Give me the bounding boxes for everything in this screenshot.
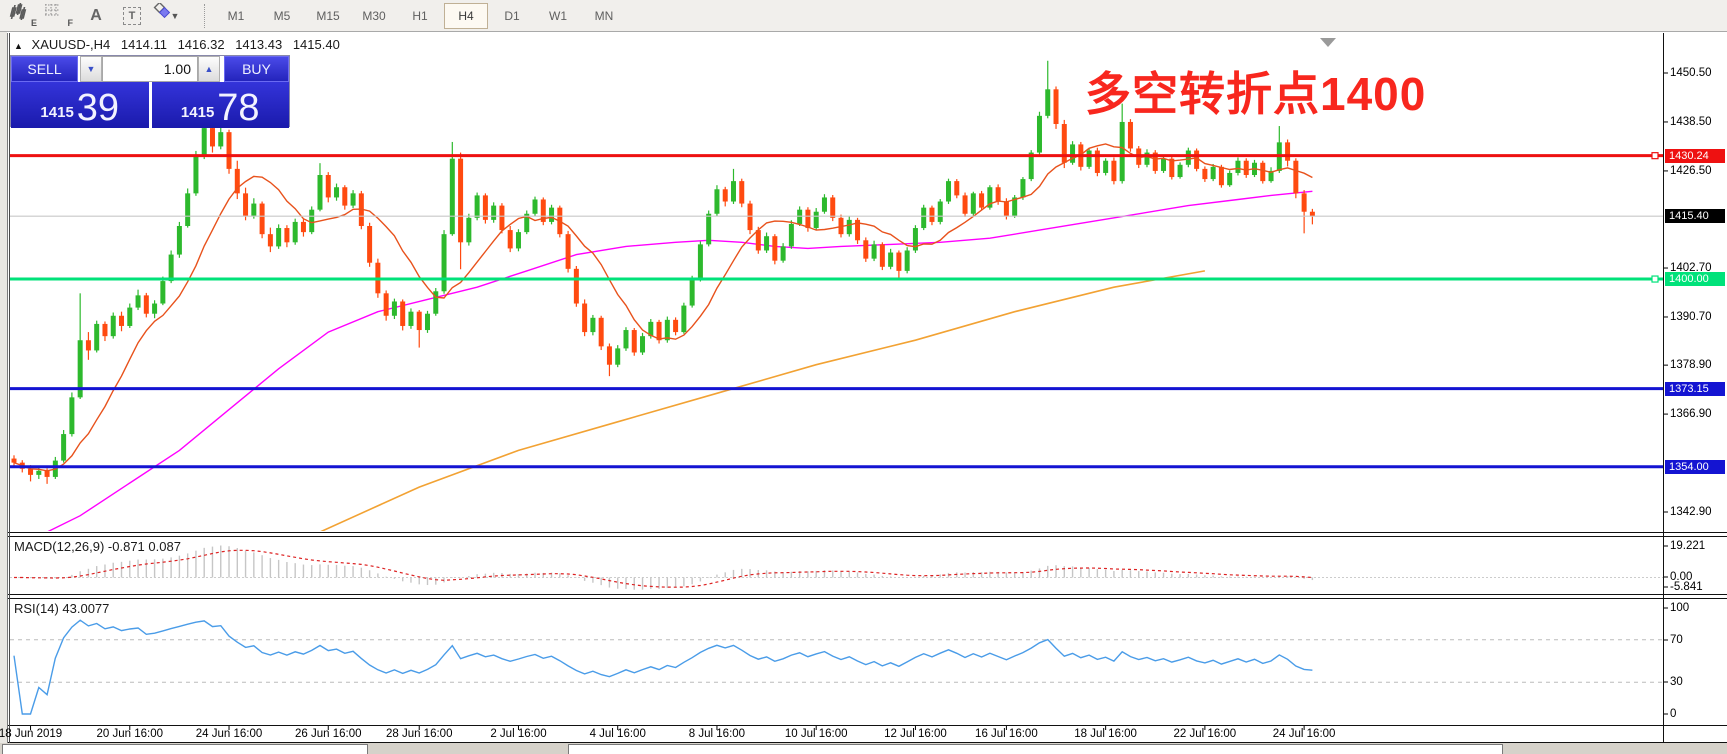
ohlc-low: 1413.43 — [235, 37, 283, 52]
timeframe-button-m5[interactable]: M5 — [273, 8, 291, 23]
rsi-indicator-label: RSI(14) 43.0077 — [14, 601, 110, 616]
timeframe-group: M1 M5 M15 M30 H1 H4 D1 W1 MN — [214, 2, 628, 29]
time-tick-label: 4 Jul 16:00 — [589, 728, 646, 740]
price-tick-label: 1438.50 — [1670, 115, 1712, 128]
rsi-axis-label: 0 — [1670, 708, 1677, 720]
time-tick-label: 16 Jul 16:00 — [975, 728, 1038, 740]
chevron-down-icon: ▼ — [170, 10, 180, 21]
ohlc-high: 1416.32 — [177, 37, 225, 52]
level-badge-1430.24: 1430.24 — [1665, 148, 1725, 163]
buy-price-prefix: 1415 — [180, 104, 215, 121]
level-badge-1400.00: 1400.00 — [1665, 272, 1725, 287]
sell-button[interactable]: SELL — [11, 56, 78, 82]
price-tick-label: 1378.90 — [1670, 359, 1712, 372]
bottom-panel-box — [2, 744, 368, 754]
price-divider — [148, 82, 152, 128]
grid-tool-icon[interactable]: F — [44, 3, 76, 29]
text-label-button[interactable]: T — [116, 3, 148, 29]
volume-decrease-stepper[interactable]: ▼ — [80, 56, 102, 82]
price-tick-label: 1402.70 — [1670, 262, 1712, 275]
macd-axis-label: 0.00 — [1670, 571, 1693, 583]
chart-ohlc-header: ▲ XAUUSD-,H4 1414.11 1416.32 1413.43 141… — [14, 37, 347, 52]
rsi-axis-label: 100 — [1670, 602, 1690, 614]
price-tick-label: 1450.50 — [1670, 67, 1712, 79]
symbol-period-label: XAUUSD-,H4 — [31, 37, 111, 52]
bottom-panel-box — [568, 744, 1503, 754]
ohlc-close: 1415.40 — [292, 37, 340, 52]
time-tick-label: 24 Jun 16:00 — [195, 728, 263, 740]
macd-axis-label: -5.841 — [1670, 581, 1703, 593]
chart-shift-marker-icon[interactable] — [1320, 38, 1336, 47]
ohlc-open: 1414.11 — [120, 37, 167, 52]
rsi-axis-label: 30 — [1670, 676, 1683, 688]
time-tick-label: 2 Jul 16:00 — [490, 728, 547, 740]
timeframe-button-d1[interactable]: D1 — [504, 8, 520, 23]
chart-text-annotation: 多空转折点1400 — [1085, 68, 1427, 120]
time-tick-label: 22 Jul 16:00 — [1173, 728, 1237, 740]
collapse-triangle-icon: ▲ — [14, 41, 23, 51]
price-tick-label: 1426.50 — [1670, 164, 1712, 177]
macd-indicator-label: MACD(12,26,9) -0.871 0.087 — [14, 539, 181, 554]
price-tick-label: 1390.70 — [1670, 310, 1712, 323]
sell-price-main: 39 — [76, 87, 120, 129]
chart-tools-icon[interactable]: E — [8, 2, 40, 29]
macd-axis-label: 19.221 — [1670, 540, 1706, 552]
level-badge-1354.00: 1354.00 — [1665, 459, 1725, 474]
timeframe-button-m15[interactable]: M15 — [316, 8, 340, 23]
buy-price-display[interactable]: 1415 78 — [151, 82, 289, 129]
timeframe-button-h4[interactable]: H4 — [444, 2, 488, 29]
toolbar-separator — [204, 3, 206, 28]
time-tick-label: 20 Jun 16:00 — [96, 728, 164, 740]
time-tick-label: 8 Jul 16:00 — [688, 728, 746, 740]
price-tick-label: 1342.90 — [1670, 506, 1712, 518]
price-tick-label: 1366.90 — [1670, 408, 1712, 421]
level-badge-1373.15: 1373.15 — [1665, 381, 1725, 396]
grid-glyph-icon — [45, 3, 59, 16]
shapes-icon — [153, 2, 171, 18]
insert-text-button[interactable]: A — [80, 3, 112, 29]
trade-controls-row: SELL ▼ ▲ BUY — [11, 56, 289, 82]
time-tick-label: 26 Jun 16:00 — [294, 728, 362, 740]
time-tick-label: 10 Jul 16:00 — [784, 728, 848, 740]
timeframe-button-mn[interactable]: MN — [594, 8, 614, 23]
current-price-badge: 1415.40 — [1665, 209, 1725, 224]
time-tick-label: 24 Jul 16:00 — [1272, 728, 1336, 740]
bottom-panel-strip — [0, 743, 1727, 754]
toolbar: E F A T ▼ M1 M5 M15 M30 H1 H4 D1 W1 MN — [0, 0, 1727, 32]
volume-increase-stepper[interactable]: ▲ — [198, 56, 220, 82]
tool-sub-label: F — [67, 17, 74, 28]
candles-glyph-icon — [9, 2, 27, 20]
shapes-button[interactable]: ▼ — [152, 2, 196, 29]
time-tick-label: 28 Jun 16:00 — [385, 728, 453, 740]
volume-input[interactable] — [102, 56, 198, 82]
timeframe-button-w1[interactable]: W1 — [549, 8, 567, 23]
sell-price-display[interactable]: 1415 39 — [11, 82, 149, 128]
buy-button[interactable]: BUY — [224, 56, 289, 82]
text-label-icon: T — [123, 6, 141, 25]
sell-price-prefix: 1415 — [40, 104, 74, 121]
time-tick-label: 12 Jul 16:00 — [884, 728, 947, 740]
one-click-trade-panel: SELL ▼ ▲ BUY 1415 39 1415 78 — [10, 55, 290, 128]
timeframe-button-m1[interactable]: M1 — [227, 8, 245, 23]
window-left-frame — [0, 32, 7, 754]
timeframe-button-m30[interactable]: M30 — [362, 8, 386, 23]
tool-sub-label: E — [30, 17, 37, 28]
timeframe-button-h1[interactable]: H1 — [412, 8, 428, 23]
rsi-axis-label: 70 — [1670, 634, 1683, 646]
time-tick-label: 18 Jun 2019 — [0, 728, 63, 740]
time-tick-label: 18 Jul 16:00 — [1074, 728, 1137, 740]
text-a-icon: A — [90, 6, 102, 24]
trade-prices-row: 1415 39 1415 78 — [11, 82, 289, 128]
buy-price-main: 78 — [217, 87, 260, 129]
